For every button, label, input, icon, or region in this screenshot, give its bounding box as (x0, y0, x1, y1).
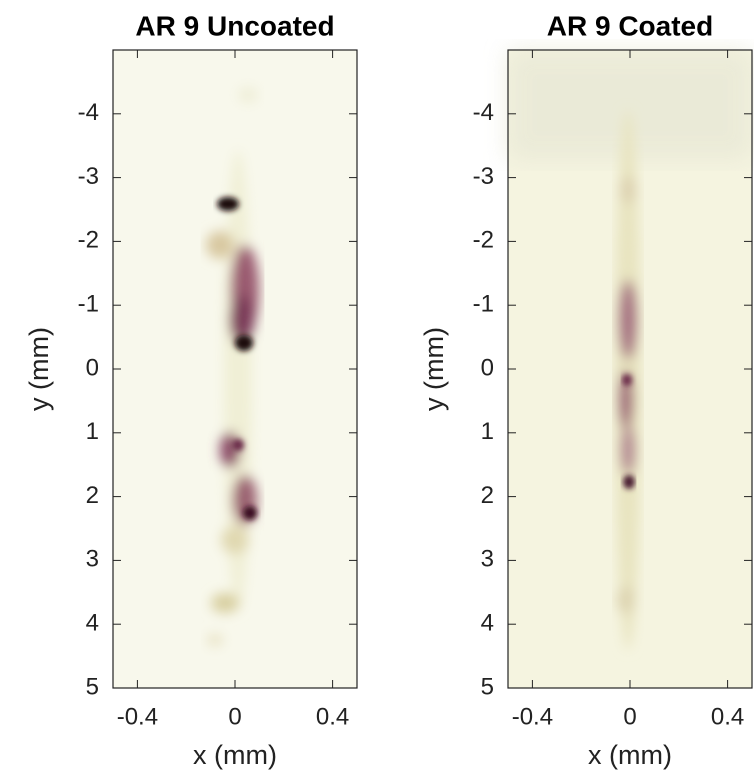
y-tick-label: -1 (473, 291, 494, 318)
x-tick-label: 0.4 (711, 703, 744, 730)
y-tick-label: 5 (481, 673, 494, 700)
x-tick-label: 0 (228, 703, 241, 730)
y-tick-label: 4 (86, 610, 99, 637)
y-tick-label: 0 (481, 354, 494, 381)
chart-title: AR 9 Coated (547, 10, 713, 41)
y-tick-label: -4 (473, 99, 494, 126)
chart-title: AR 9 Uncoated (135, 10, 334, 41)
y-tick-label: -1 (78, 291, 99, 318)
x-tick-label: -0.4 (512, 703, 553, 730)
y-tick-label: 5 (86, 673, 99, 700)
x-axis-label: x (mm) (193, 740, 277, 770)
y-tick-label: 4 (481, 610, 494, 637)
y-tick-label: 2 (481, 482, 494, 509)
x-tick-label: 0.4 (316, 703, 349, 730)
x-axis-label: x (mm) (588, 740, 672, 770)
x-tick-label: 0 (623, 703, 636, 730)
y-tick-label: -3 (78, 163, 99, 190)
panel-image (113, 50, 752, 688)
y-tick-label: 2 (86, 482, 99, 509)
y-axis-label: y (mm) (24, 327, 54, 411)
y-tick-label: -3 (473, 163, 494, 190)
y-tick-label: -4 (78, 99, 99, 126)
y-tick-label: 0 (86, 354, 99, 381)
y-axis-label: y (mm) (419, 327, 449, 411)
y-tick-label: 1 (86, 418, 99, 445)
y-tick-label: 1 (481, 418, 494, 445)
y-tick-label: -2 (78, 227, 99, 254)
x-tick-label: -0.4 (117, 703, 158, 730)
y-tick-label: -2 (473, 227, 494, 254)
y-tick-label: 3 (481, 546, 494, 573)
y-tick-label: 3 (86, 546, 99, 573)
